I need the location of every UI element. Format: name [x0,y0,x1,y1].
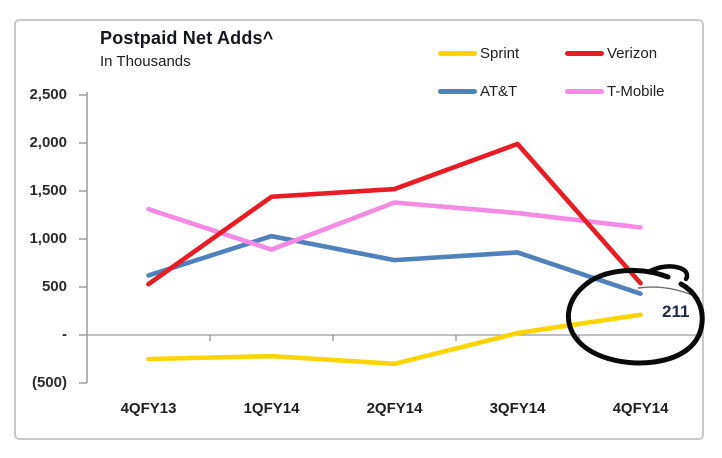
series-line-tmobile [146,200,643,252]
x-axis-category-label: 2QFY14 [366,400,423,417]
x-axis-category-label: 4QFY13 [120,400,177,417]
legend-swatch-att-line [438,88,477,94]
y-axis-tick-label: 2,500 [29,86,67,103]
legend-swatch-verizon-line [565,50,604,56]
hand-drawn-circle-annotation [565,264,705,366]
legend-item-tmobile: T-Mobile [565,82,665,100]
series-lines [146,141,643,367]
x-axis-category-label: 4QFY14 [612,400,669,417]
x-axis-ticks [209,335,580,341]
legend-item-verizon: Verizon [565,44,658,62]
legend-label-tmobile: T-Mobile [607,82,665,100]
y-axis-tick-label: 1,500 [29,182,67,199]
legend-swatch-sprint-line [438,50,477,56]
series-line-verizon [146,141,643,287]
annotation-circle-tail [647,264,690,282]
legend-label-verizon: Verizon [607,44,658,62]
legend-label-sprint: Sprint [480,44,520,62]
x-axis-category-label: 1QFY14 [243,400,300,417]
legend-item-sprint: Sprint [438,44,520,62]
chart-subtitle: In Thousands [100,53,191,70]
annotation-value-label: 211 [662,302,690,321]
y-axis-tick-label: 1,000 [29,230,67,247]
y-axis-tick-label: (500) [31,374,67,391]
y-axis-tick-label: 2,000 [29,134,67,151]
legend-label-att: AT&T [480,82,518,100]
series-line-att [146,233,643,297]
y-axis-ticks [79,94,87,384]
x-axis-category-label: 3QFY14 [489,400,546,417]
y-axis-tick-label: - [62,326,67,343]
legend-item-att: AT&T [438,82,518,100]
y-axis-tick-label: 500 [41,278,67,295]
annotation-circle-stroke [565,267,705,366]
series-line-sprint [146,312,643,367]
chart-title: Postpaid Net Adds^ [100,28,274,48]
legend-swatch-tmobile-line [565,88,604,94]
